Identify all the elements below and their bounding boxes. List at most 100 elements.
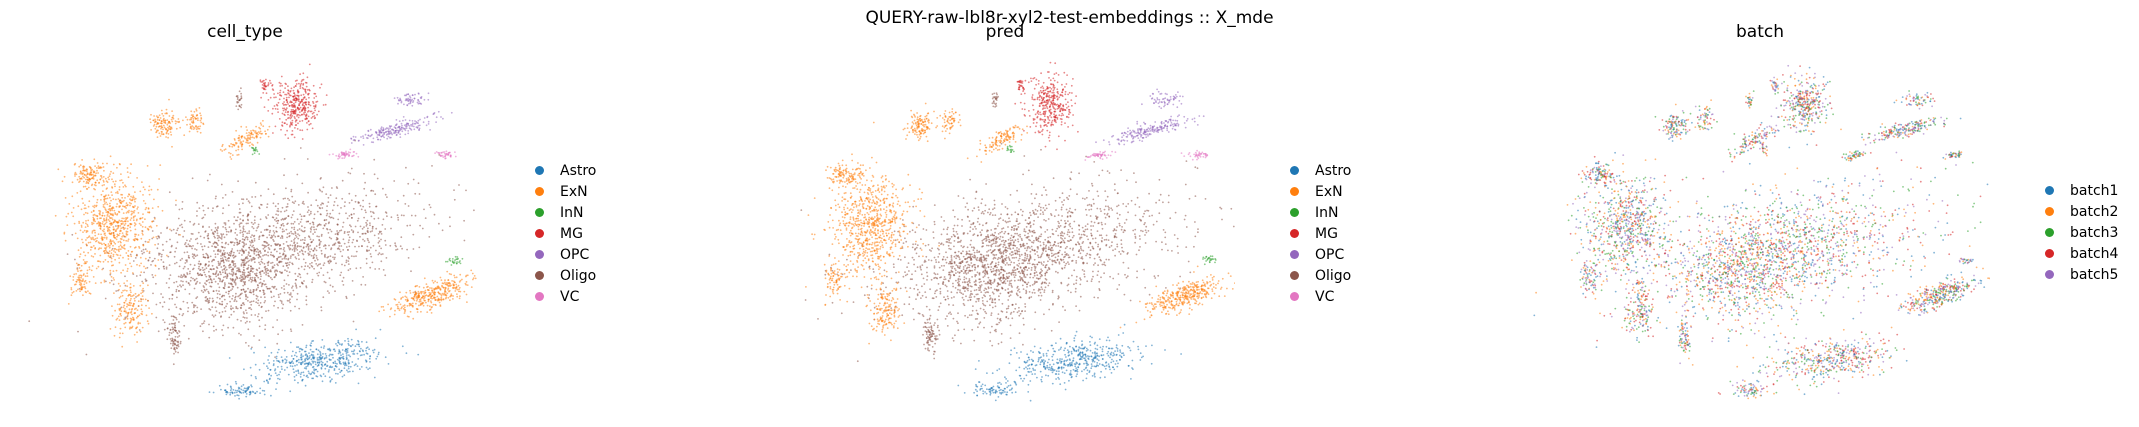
scatter-point [190,110,193,113]
scatter-point [248,307,250,310]
scatter-point [98,221,101,224]
scatter-point [102,230,105,233]
scatter-point [90,171,93,174]
scatter-point [281,361,284,363]
scatter-point [249,133,252,135]
scatter-point [224,226,227,229]
scatter-point [217,274,219,277]
scatter-point [347,151,350,154]
scatter-point [266,242,269,245]
scatter-point [414,214,417,217]
scatter-point [147,322,150,325]
scatter-point [164,112,167,115]
scatter-point [309,373,312,376]
scatter-point [375,205,377,208]
scatter-point [406,125,408,127]
scatter-point [133,333,136,336]
scatter-point [127,176,130,179]
scatter-point [189,123,192,126]
scatter-point [293,371,295,374]
scatter-point [75,273,77,275]
scatter-point [276,374,278,377]
scatter-point [257,256,260,259]
scatter-point [212,315,215,318]
scatter-point [80,178,83,180]
scatter-point [373,217,376,220]
scatter-point [80,264,83,267]
scatter-point [247,260,250,263]
scatter-point [352,370,354,373]
scatter-point [285,258,287,260]
scatter-point [208,391,211,393]
scatter-point [341,255,344,258]
scatter-point [82,172,85,175]
scatter-point [273,232,276,234]
scatter-point [337,342,340,344]
scatter-point [192,120,195,123]
scatter-point [448,216,451,219]
scatter-point [118,296,121,299]
scatter-point [415,121,418,123]
scatter-point [207,246,210,249]
scatter-point [294,200,297,203]
scatter-point [141,225,144,228]
scatter-point [182,284,184,287]
scatter-point [347,263,350,265]
scatter-point [378,134,381,137]
scatter-point [256,284,259,286]
scatter-point [127,250,130,252]
scatter-point [313,226,315,229]
scatter-point [404,310,406,313]
scatter-point [119,313,122,315]
scatter-point [420,292,423,295]
scatter-point [315,228,318,231]
scatter-point [171,145,173,148]
scatter-point [418,292,421,295]
scatter-point [316,272,319,275]
scatter-point [290,116,293,119]
scatter-point [474,277,477,280]
scatter-point [265,310,267,312]
scatter-point [414,122,417,125]
scatter-point [281,272,283,274]
scatter-point [253,246,255,249]
scatter-point [183,251,186,254]
scatter-point [272,234,275,237]
scatter-point [247,264,250,267]
scatter-point [241,135,243,138]
scatter-point [431,289,434,292]
scatter-point [100,193,103,196]
scatter-point [270,251,273,254]
scatter-point [452,298,454,300]
scatter-point [82,279,84,282]
scatter-point [207,233,210,235]
scatter-point [226,252,229,255]
scatter-point [285,283,288,285]
scatter-point [313,213,316,216]
scatter-point [178,265,181,268]
scatter-point [168,308,170,311]
scatter-point [407,182,410,185]
scatter-point [97,165,100,168]
scatter-point [119,285,122,287]
scatter-point [314,92,317,95]
scatter-point [399,129,402,132]
scatter-point [176,285,179,288]
scatter-point [151,220,154,223]
scatter-point [413,299,416,302]
scatter-point [338,368,341,371]
scatter-point [94,231,96,234]
scatter-point [231,260,234,262]
scatter-point [270,374,272,377]
scatter-point [140,312,143,315]
scatter-point [94,282,97,284]
scatter-point [454,155,457,158]
scatter-point [402,116,405,118]
scatter-point [101,239,104,241]
scatter-point [192,268,194,271]
scatter-point [223,236,226,239]
scatter-point [347,171,350,174]
scatter-point [392,129,394,131]
scatter-point [380,247,382,250]
scatter-point [263,262,266,265]
